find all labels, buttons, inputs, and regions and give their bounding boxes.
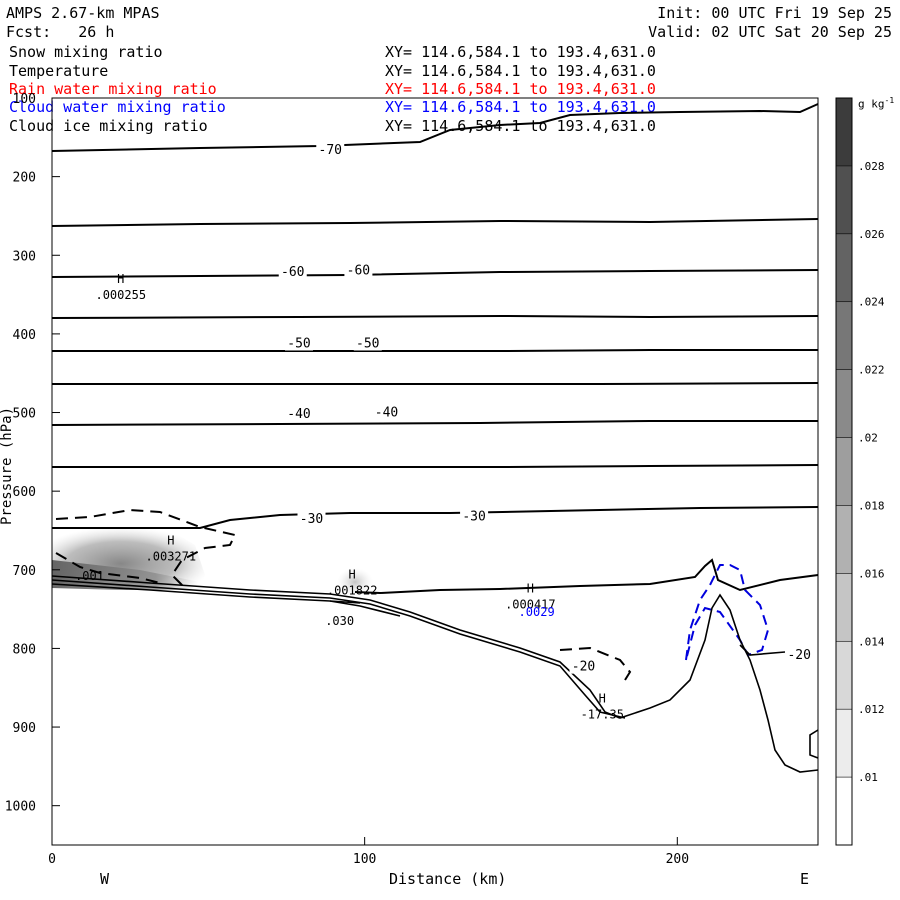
field-xy: XY= 114.6,584.1 to 193.4,631.0 bbox=[385, 117, 656, 135]
contour-value-label: .030 bbox=[325, 614, 354, 628]
x-tick-label: 100 bbox=[353, 852, 376, 867]
extremum-value: -17.35 bbox=[581, 708, 624, 722]
colorbar-frame bbox=[835, 97, 853, 846]
contour-label-bg bbox=[284, 336, 313, 351]
extremum-value: .003271 bbox=[146, 550, 197, 564]
contour-label: -70 bbox=[319, 143, 342, 158]
extremum-marker: H bbox=[117, 272, 124, 286]
colorbar-label: .02 bbox=[858, 432, 878, 445]
colorbar-band bbox=[836, 369, 852, 438]
contour-label: -60 bbox=[347, 263, 370, 278]
contour-label-bg bbox=[372, 405, 401, 420]
contour-label: -20 bbox=[572, 660, 595, 675]
colorbar: .01 .012 .014 .016 .018 .02 .022 .024 .026 .028 bbox=[835, 97, 885, 846]
colorbar-label: .01 bbox=[858, 771, 878, 784]
extremum-value: .000255 bbox=[95, 288, 146, 302]
contour-label-bg bbox=[344, 263, 373, 278]
annotations: -70 -60 -60 -50 -50 -40 -40 -30 -30 -20 -20 H .00025… bbox=[75, 143, 814, 722]
x-axis-west-label: W bbox=[100, 870, 110, 888]
colorbar-label: .022 bbox=[858, 364, 885, 377]
y-tick-label: 100 bbox=[13, 92, 36, 107]
contour-label-bg bbox=[297, 511, 326, 526]
colorbar-label: .018 bbox=[858, 499, 885, 512]
plot-frame bbox=[51, 97, 819, 846]
colorbar-band bbox=[836, 233, 852, 302]
extremum-value: .000417 bbox=[505, 598, 556, 612]
contour-label: -40 bbox=[375, 406, 398, 421]
colorbar-band bbox=[836, 437, 852, 506]
y-tick-label: 800 bbox=[13, 642, 36, 657]
y-tick-label: 400 bbox=[13, 328, 36, 343]
field-xy: XY= 114.6,584.1 to 193.4,631.0 bbox=[385, 98, 656, 116]
field-xy: XY= 114.6,584.1 to 193.4,631.0 bbox=[385, 80, 656, 98]
colorbar-band bbox=[836, 505, 852, 574]
x-axis-title: Distance (km) bbox=[389, 870, 507, 888]
extremum-value: .001822 bbox=[327, 583, 378, 597]
axes: 100 200 300 400 500 600 700 800 900 1000 0 100 200 bbox=[5, 92, 689, 867]
x-tick-label: 200 bbox=[666, 852, 689, 867]
extremum-marker: H bbox=[527, 582, 534, 596]
contour-label-bg bbox=[278, 264, 307, 279]
colorbar-band bbox=[836, 573, 852, 642]
x-axis-east-label: E bbox=[800, 870, 810, 888]
contour-value-label: .001 bbox=[75, 569, 104, 583]
colorbar-band bbox=[836, 98, 852, 166]
forecast-hour: Fcst: 26 h bbox=[6, 23, 115, 41]
contour-label-bg bbox=[353, 336, 382, 351]
init-time: Init: 00 UTC Fri 19 Sep 25 bbox=[657, 4, 892, 22]
colorbar-label: .024 bbox=[858, 296, 885, 309]
colorbar-band bbox=[836, 641, 852, 710]
contour-label: -40 bbox=[287, 407, 310, 422]
colorbar-band bbox=[836, 301, 852, 370]
y-tick-label: 900 bbox=[13, 721, 36, 736]
extremum-marker: H bbox=[599, 692, 606, 706]
colorbar-band bbox=[836, 777, 852, 845]
colorbar-label: .016 bbox=[858, 567, 885, 580]
field-name: Cloud ice mixing ratio bbox=[9, 117, 208, 135]
colorbar-label: .014 bbox=[858, 635, 885, 648]
field-xy: XY= 114.6,584.1 to 193.4,631.0 bbox=[385, 43, 656, 61]
field-name: Snow mixing ratio bbox=[9, 43, 163, 61]
cloud-water-contour bbox=[685, 564, 770, 661]
contour-label-bg bbox=[284, 407, 313, 422]
extremum-value: .0029 bbox=[519, 605, 555, 619]
contour-label-bg bbox=[785, 647, 814, 662]
contour-label: -60 bbox=[281, 265, 304, 280]
colorbar-band bbox=[836, 709, 852, 778]
y-tick-label: 300 bbox=[13, 249, 36, 264]
contour-label-bg bbox=[460, 509, 489, 524]
x-tick-label: 0 bbox=[48, 852, 56, 867]
terrain-contours bbox=[51, 575, 819, 773]
contour-label-bg bbox=[569, 659, 598, 674]
extremum-marker: H bbox=[349, 567, 356, 581]
temperature-contours bbox=[51, 103, 819, 595]
shaded-field bbox=[52, 527, 373, 596]
contour-label-bg bbox=[316, 143, 345, 158]
y-tick-label: 1000 bbox=[5, 800, 36, 815]
y-tick-label: 200 bbox=[13, 171, 36, 186]
y-tick-label: 700 bbox=[13, 564, 36, 579]
y-tick-label: 500 bbox=[13, 407, 36, 422]
valid-time: Valid: 02 UTC Sat 20 Sep 25 bbox=[648, 23, 892, 41]
contour-label: -50 bbox=[356, 336, 379, 351]
contour-label: -50 bbox=[287, 336, 310, 351]
y-tick-label: 600 bbox=[13, 485, 36, 500]
field-name: Cloud water mixing ratio bbox=[9, 98, 226, 116]
model-title: AMPS 2.67-km MPAS bbox=[6, 4, 160, 22]
contour-label: -20 bbox=[787, 648, 810, 663]
contour-label: -30 bbox=[462, 509, 485, 524]
colorbar-unit: g kg-1 bbox=[858, 96, 895, 111]
colorbar-label: .028 bbox=[858, 160, 885, 173]
contour-label: -30 bbox=[300, 512, 323, 527]
dashed-contours bbox=[55, 508, 632, 681]
field-xy: XY= 114.6,584.1 to 193.4,631.0 bbox=[385, 62, 656, 80]
extremum-marker: H bbox=[167, 534, 174, 548]
colorbar-label: .012 bbox=[858, 703, 885, 716]
field-name: Rain water mixing ratio bbox=[9, 80, 217, 98]
colorbar-band bbox=[836, 165, 852, 234]
field-name: Temperature bbox=[9, 62, 109, 80]
colorbar-label: .026 bbox=[858, 228, 885, 241]
y-axis-title: Pressure (hPa) bbox=[0, 406, 15, 525]
